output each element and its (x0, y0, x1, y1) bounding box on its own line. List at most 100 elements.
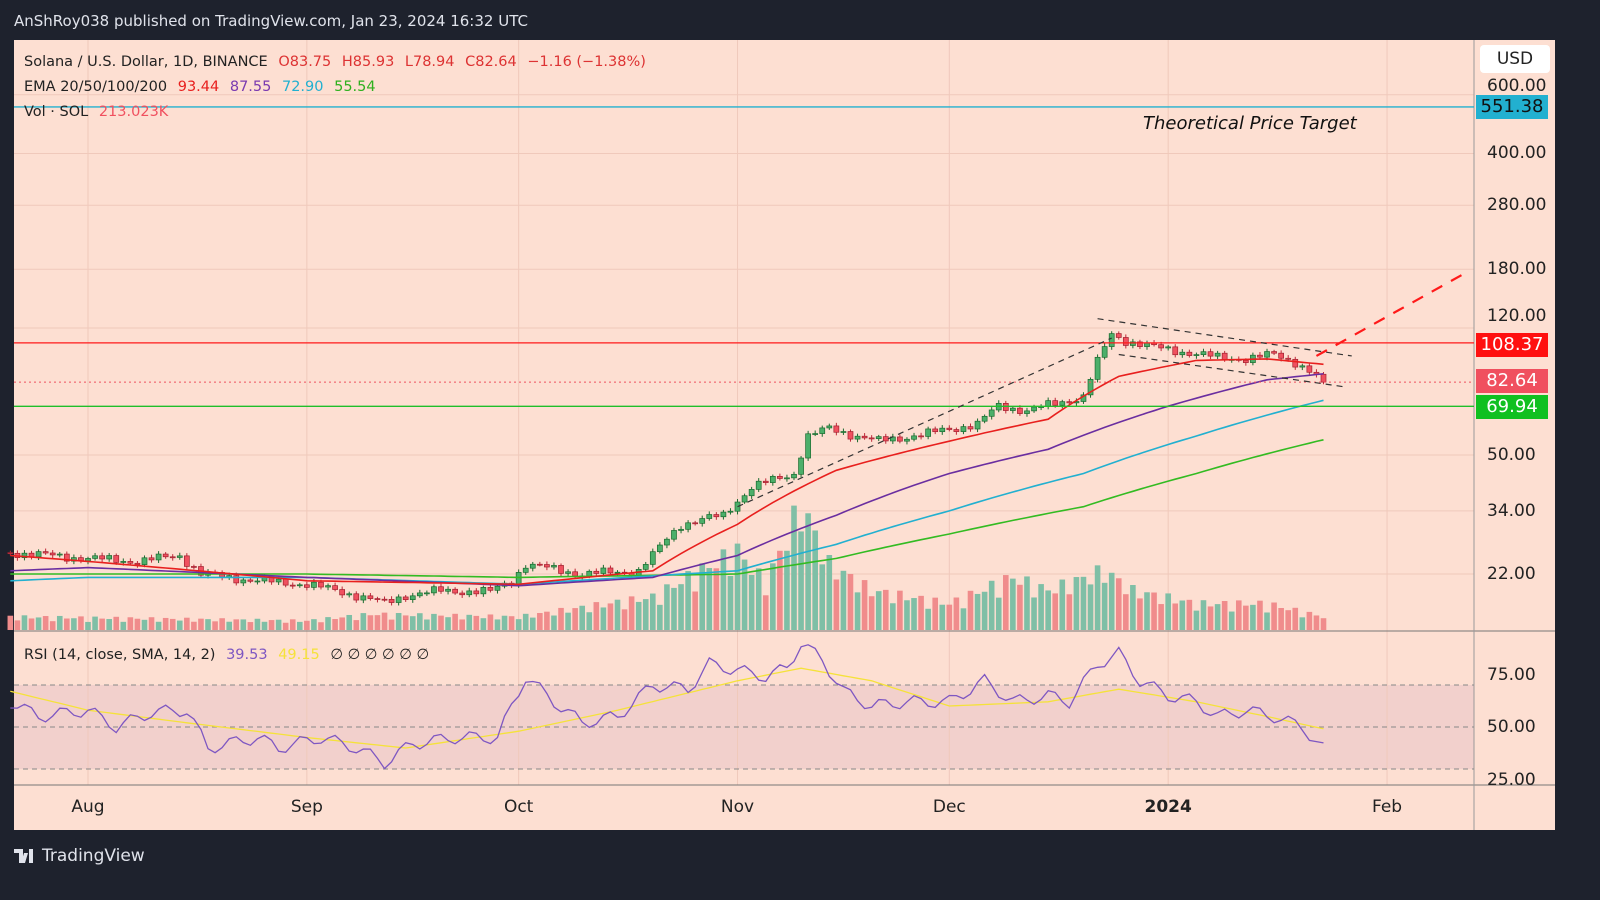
volume-bar (85, 621, 91, 630)
volume-bar (522, 613, 529, 630)
candle-body (854, 435, 861, 440)
volume-bar (205, 619, 211, 630)
ema50-value: 87.55 (229, 79, 272, 95)
volume-bar (374, 615, 381, 630)
volume-bar (78, 616, 84, 630)
candle-body (42, 551, 49, 554)
price-level-tag: 108.37 (1476, 332, 1548, 357)
price-target-annotation[interactable]: Theoretical Price Target (1143, 113, 1357, 134)
time-tick-label: Dec (932, 797, 966, 817)
volume-bar (452, 613, 458, 630)
volume-bar (71, 618, 77, 630)
candle-body (1108, 333, 1115, 347)
candle-body (904, 438, 910, 442)
volume-bar (134, 618, 141, 630)
volume-bar (1137, 598, 1143, 630)
price-level-tag: 69.94 (1476, 395, 1548, 420)
candle-body (275, 578, 282, 583)
candle-body (183, 555, 190, 567)
volume-bar (494, 619, 501, 630)
volume-bar (191, 621, 197, 630)
rsi-label[interactable]: RSI (14, close, SMA, 14, 2) (24, 647, 216, 663)
candle-body (897, 436, 903, 442)
candle-body (1292, 358, 1299, 368)
candle-body (148, 557, 155, 561)
volume-bar (49, 621, 56, 630)
time-tick-label: Oct (503, 797, 534, 817)
volume-bar (833, 579, 840, 630)
candle-body (494, 585, 501, 591)
price-tick-label: 400.00 (1487, 143, 1547, 164)
volume-bar (14, 620, 21, 630)
ohlc-low: L78.94 (404, 54, 455, 70)
volume-bar (762, 595, 769, 630)
candle-body (49, 552, 56, 556)
volume-bar (565, 612, 571, 630)
candle-body (367, 595, 374, 599)
candle-body (1299, 365, 1306, 368)
volume-bar (42, 616, 49, 630)
volume-bar (882, 589, 889, 630)
ema100-value: 72.90 (281, 79, 324, 95)
time-tick-label: Sep (290, 797, 323, 817)
candle-body (381, 598, 388, 601)
volume-bar (1257, 600, 1263, 630)
volume-bar (1094, 565, 1101, 630)
volume-bar (600, 607, 607, 630)
volume-bar (487, 614, 494, 630)
volume-bar (713, 568, 720, 630)
candle-body (127, 561, 134, 564)
ema20-line (10, 358, 1324, 586)
ohlc-close: C82.64 (465, 54, 517, 70)
volume-bar (1158, 604, 1164, 630)
time-tick-label: Aug (71, 797, 105, 817)
volume-bar (734, 543, 741, 630)
volume-bar (1214, 604, 1221, 630)
volume-bar (642, 599, 649, 630)
price-tick-label: 120.00 (1487, 306, 1547, 327)
candle-body (692, 522, 699, 525)
volume-bar (1193, 610, 1200, 630)
vol-value: 213.023K (98, 104, 169, 120)
candle-body (240, 579, 247, 584)
volume-bar (537, 613, 543, 630)
candle-body (522, 567, 529, 573)
volume-bar (219, 618, 225, 630)
candle-body (431, 586, 437, 594)
volume-bar (798, 531, 804, 630)
volume-bar (56, 615, 63, 630)
volume-bar (1130, 585, 1136, 630)
candle-body (769, 475, 776, 483)
ema-label[interactable]: EMA 20/50/100/200 (24, 79, 168, 95)
volume-bar (395, 613, 402, 630)
candle-body (762, 480, 769, 483)
volume-bar (198, 618, 204, 630)
candle-body (289, 584, 296, 587)
candle-body (536, 563, 543, 566)
candle-body (395, 596, 402, 603)
volume-bar (282, 622, 289, 630)
volume-bar (1123, 594, 1129, 630)
symbol-name[interactable]: Solana / U.S. Dollar, 1D, BINANCE (24, 54, 268, 70)
candle-body (868, 437, 875, 440)
volume-bar (932, 597, 938, 630)
volume-bar (184, 617, 190, 630)
volume-bar (1278, 608, 1284, 630)
rsi-extra-values: ∅ ∅ ∅ ∅ ∅ ∅ (330, 647, 430, 663)
currency-button[interactable]: USD (1480, 45, 1550, 73)
candle-body (233, 575, 240, 584)
volume-bar (1024, 576, 1030, 630)
volume-bar (819, 564, 826, 630)
volume-bar (120, 621, 127, 630)
volume-bar (727, 575, 734, 630)
candle-body (918, 435, 924, 438)
candle-body (593, 570, 600, 574)
ema20-value: 93.44 (177, 79, 220, 95)
vol-label[interactable]: Vol · SOL (24, 104, 89, 120)
volume-bar (890, 603, 896, 630)
volume-bar (106, 619, 112, 630)
volume-bar (784, 550, 790, 630)
candle-body (1306, 365, 1313, 373)
